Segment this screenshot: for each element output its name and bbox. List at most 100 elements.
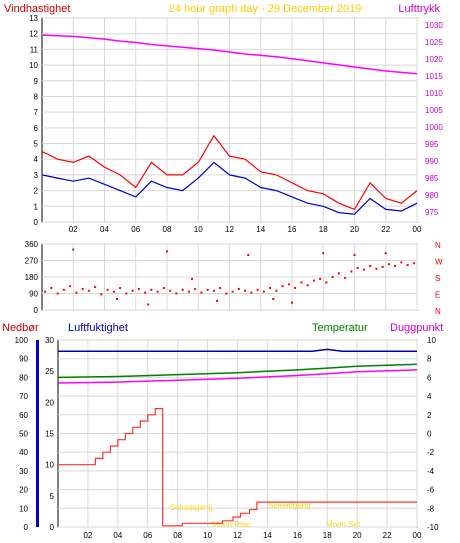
direction-point: [275, 289, 278, 292]
direction-point: [56, 292, 59, 295]
direction-point: [281, 285, 284, 288]
direction-point: [344, 276, 347, 279]
direction-point: [81, 287, 84, 290]
x-tick-label-bottom: 10: [203, 531, 212, 540]
direction-point: [312, 279, 315, 282]
x-tick-label-bottom: 20: [353, 531, 362, 540]
direction-point: [147, 303, 150, 306]
direction-point: [212, 289, 215, 292]
pressure-y-tick-label: 1030: [425, 21, 443, 30]
direction-point: [72, 248, 75, 251]
x-tick-label-wind: 20: [350, 225, 359, 234]
temp-y-tick-label: -6: [427, 486, 435, 495]
direction-point: [406, 264, 409, 267]
x-tick-label-wind: 16: [288, 225, 297, 234]
humidity-y-tick-label: 0: [50, 523, 55, 532]
pressure-y-tick-label: 1025: [425, 38, 443, 47]
direction-point: [112, 290, 115, 293]
rain-y-tick-label: 0: [24, 523, 29, 532]
temp-y-tick-label: 6: [427, 373, 432, 382]
compass-label: N: [435, 307, 441, 316]
pressure-y-tick-label: 1005: [425, 106, 443, 115]
rain-line: [58, 408, 417, 527]
moonrise-label: Moon Rise: [212, 520, 251, 529]
wind-y-tick-label: 10: [29, 61, 38, 70]
direction-point: [94, 286, 97, 289]
pressure-y-tick-label: 1010: [425, 89, 443, 98]
rain-y-tick-label: 70: [19, 392, 28, 401]
direction-point: [244, 289, 247, 292]
direction-point: [75, 291, 78, 294]
wind-y-tick-label: 1: [34, 202, 39, 211]
x-tick-label-wind: 14: [256, 225, 265, 234]
direction-point: [119, 287, 122, 289]
humidity-y-tick-label: 5: [50, 492, 55, 501]
direction-point: [247, 254, 250, 256]
temp-y-tick-label: 4: [427, 392, 432, 401]
direction-point: [256, 288, 259, 291]
x-tick-label-bottom: 08: [173, 531, 182, 540]
direction-point: [50, 287, 53, 289]
direction-point: [87, 289, 90, 292]
x-tick-label-bottom: 02: [83, 531, 92, 540]
direction-y-tick-label: 0: [34, 306, 39, 315]
pressure-y-tick-label: 985: [425, 174, 439, 183]
temp-y-tick-label: 8: [427, 355, 432, 364]
temp-y-tick-label: -8: [427, 504, 435, 513]
x-tick-label-bottom: 06: [143, 531, 152, 540]
direction-point: [162, 287, 165, 289]
direction-point: [194, 287, 197, 290]
x-tick-label-bottom: 04: [113, 531, 122, 540]
wind-y-tick-label: 4: [34, 155, 39, 164]
direction-point: [137, 287, 140, 290]
direction-point: [356, 266, 359, 269]
pressure-line: [41, 34, 418, 75]
pressure-y-tick-label: 1015: [425, 72, 443, 81]
direction-point: [250, 291, 253, 294]
temperature-label: Temperatur: [312, 322, 368, 334]
humidity-line: [58, 348, 417, 352]
direction-point: [169, 289, 172, 292]
wind-y-tick-label: 3: [34, 171, 39, 180]
wind-y-tick-label: 12: [29, 30, 38, 39]
direction-point: [325, 281, 328, 284]
wind-y-tick-label: 2: [34, 187, 39, 196]
wind-y-tick-label: 0: [34, 218, 39, 227]
humidity-y-tick-label: 25: [45, 367, 54, 376]
direction-point: [62, 288, 65, 291]
x-tick-label-wind: 08: [163, 225, 172, 234]
temp-y-tick-label: 2: [427, 411, 432, 420]
direction-point: [131, 289, 134, 292]
wind-y-tick-label: 6: [34, 124, 39, 133]
humidity-y-tick-label: 30: [45, 336, 54, 345]
humidity-y-tick-label: 15: [45, 430, 54, 439]
rain-y-tick-label: 50: [19, 430, 28, 439]
direction-y-tick-label: 270: [25, 257, 39, 266]
rain-y-tick-label: 60: [19, 411, 28, 420]
sunrise-label: Soloppgang: [170, 503, 213, 512]
pressure-y-tick-label: 995: [425, 140, 439, 149]
moonset-label: Moon Set: [326, 520, 361, 529]
temp-y-tick-label: -4: [427, 467, 435, 476]
temp-y-tick-label: 0: [427, 430, 432, 439]
x-tick-label-bottom: 22: [383, 531, 392, 540]
direction-y-tick-label: 360: [25, 240, 39, 249]
dewpoint-line: [57, 369, 418, 384]
direction-point: [387, 263, 390, 266]
direction-point: [322, 252, 325, 255]
x-tick-label-wind: 02: [69, 225, 78, 234]
pressure-title: Lufttrykk: [398, 3, 440, 15]
direction-point: [69, 285, 72, 288]
direction-point: [44, 290, 47, 293]
compass-label: W: [435, 258, 443, 267]
humidity-y-tick-label: 10: [45, 461, 54, 470]
wind-gust-line: [41, 134, 418, 211]
direction-point: [181, 288, 184, 291]
direction-point: [350, 270, 353, 273]
rain-y-tick-label: 30: [19, 467, 28, 476]
dewpoint-label: Duggpunkt: [390, 322, 443, 334]
x-tick-label-wind: 00: [413, 225, 422, 234]
graph-title: 24 hour graph day - 29 December 2019: [169, 3, 362, 15]
rain-label: Nedbør: [2, 322, 39, 334]
direction-point: [300, 281, 303, 284]
